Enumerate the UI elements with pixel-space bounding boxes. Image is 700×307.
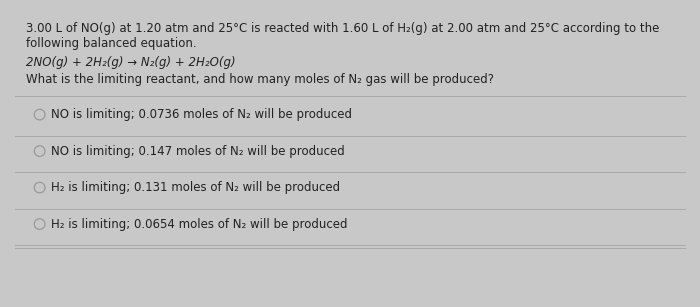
Text: NO is limiting; 0.0736 moles of N₂ will be produced: NO is limiting; 0.0736 moles of N₂ will …	[51, 108, 352, 121]
Text: What is the limiting reactant, and how many moles of N₂ gas will be produced?: What is the limiting reactant, and how m…	[26, 73, 494, 86]
Text: following balanced equation.: following balanced equation.	[26, 37, 197, 50]
Text: H₂ is limiting; 0.0654 moles of N₂ will be produced: H₂ is limiting; 0.0654 moles of N₂ will …	[51, 218, 348, 231]
Text: H₂ is limiting; 0.131 moles of N₂ will be produced: H₂ is limiting; 0.131 moles of N₂ will b…	[51, 181, 340, 194]
Text: 3.00 L of NO(g) at 1.20 atm and 25°C is reacted with 1.60 L of H₂(g) at 2.00 atm: 3.00 L of NO(g) at 1.20 atm and 25°C is …	[26, 22, 659, 36]
Text: NO is limiting; 0.147 moles of N₂ will be produced: NO is limiting; 0.147 moles of N₂ will b…	[51, 145, 345, 157]
Text: 2NO(g) + 2H₂(g) → N₂(g) + 2H₂O(g): 2NO(g) + 2H₂(g) → N₂(g) + 2H₂O(g)	[26, 56, 236, 69]
